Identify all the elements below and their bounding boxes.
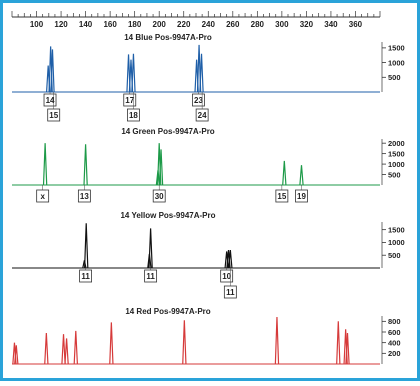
peak: [158, 149, 164, 186]
peak: [82, 260, 87, 269]
allele-label-box: [195, 108, 209, 122]
allele-label-box: [192, 93, 205, 107]
allele-label: 11: [146, 272, 155, 281]
allele-label-box: [152, 189, 166, 203]
x-tick-label: 100: [30, 20, 44, 29]
allele-label-box: [36, 189, 50, 203]
allele-label-box: [79, 269, 92, 283]
peak: [64, 338, 69, 365]
x-tick-label: 120: [54, 20, 68, 29]
allele-label: 11: [81, 272, 90, 281]
y-tick-label: 500: [388, 251, 401, 260]
allele-label: 17: [125, 96, 134, 105]
y-tick-label: 500: [388, 73, 401, 82]
peak: [147, 253, 152, 269]
y-tick-label: 200: [388, 349, 401, 358]
allele-label: 30: [155, 192, 164, 201]
y-tick-label: 1500: [388, 225, 405, 234]
allele-label: 23: [194, 96, 203, 105]
y-tick-label: 1500: [388, 44, 405, 53]
peak: [199, 53, 204, 93]
x-tick-label: 360: [349, 20, 363, 29]
x-tick-label: 180: [128, 20, 142, 29]
x-tick-label: 340: [324, 20, 338, 29]
x-axis: 100 120 140 160 180 200 220 240 260 280 300 320 340 3…: [11, 11, 381, 29]
allele-label-box: [144, 269, 158, 283]
x-tick-label: 200: [153, 20, 167, 29]
peak: [345, 333, 350, 365]
panel-title: 14 Yellow Pos-9947A-Pro: [120, 211, 215, 220]
peak: [50, 49, 55, 93]
peak: [109, 322, 114, 365]
x-tick-label: 300: [275, 20, 289, 29]
x-tick-label: 160: [103, 20, 117, 29]
x-tick-label: 220: [177, 20, 191, 29]
x-tick-label: 260: [226, 20, 240, 29]
allele-label: 10: [222, 272, 231, 281]
y-tick-label: 1500: [388, 149, 405, 158]
x-tick-label: 240: [202, 20, 216, 29]
x-tick-label: 280: [251, 20, 265, 29]
allele-label: 24: [198, 111, 207, 120]
y-tick-label: 1000: [388, 238, 405, 247]
panel: 14 Yellow Pos-9947A-Pro 500 1000 1500 11 11 10…: [12, 211, 405, 299]
allele-label-box: [77, 189, 91, 203]
allele-label: 11: [226, 288, 235, 297]
panels: 14 Blue Pos-9947A-Pro5001000150014151718…: [12, 33, 405, 365]
panel-title: 14 Red Pos-9947A-Pro: [125, 307, 210, 316]
panel-title: 14 Green Pos-9947A-Pro: [121, 127, 214, 136]
x-tick-label: 320: [300, 20, 314, 29]
peak: [336, 321, 341, 365]
allele-label: 15: [277, 192, 286, 201]
y-tick-label: 1000: [388, 160, 405, 169]
allele-label: x: [40, 192, 45, 201]
peak: [61, 334, 66, 365]
peak: [282, 160, 287, 186]
allele-label: 13: [80, 192, 89, 201]
allele-label-box: [275, 189, 289, 203]
allele-label: 15: [49, 111, 58, 120]
y-tick-label: 2000: [388, 139, 405, 148]
peak: [84, 223, 89, 269]
peak: [155, 170, 161, 186]
peak: [131, 53, 136, 93]
allele-label-box: [123, 93, 137, 107]
peak: [44, 333, 49, 365]
peak: [299, 165, 304, 186]
y-tick-label: 800: [388, 317, 401, 326]
y-tick-label: 500: [388, 170, 401, 179]
allele-label-box: [223, 285, 237, 299]
peak: [73, 330, 78, 365]
allele-label: 14: [46, 96, 55, 105]
y-tick-label: 400: [388, 338, 401, 347]
peak: [274, 317, 280, 365]
x-tick-label: 140: [79, 20, 93, 29]
panel: 14 Blue Pos-9947A-Pro 500 1000 1500 14 15 17 18…: [12, 33, 405, 122]
allele-label-box: [295, 189, 308, 203]
peak: [14, 345, 19, 365]
peak: [42, 143, 48, 186]
allele-label-box: [43, 93, 57, 107]
allele-label-box: [220, 269, 234, 283]
y-tick-label: 600: [388, 328, 401, 337]
peak: [182, 320, 187, 365]
y-tick-label: 1000: [388, 58, 405, 67]
panel-title: 14 Blue Pos-9947A-Pro: [124, 33, 212, 42]
allele-label-box: [127, 108, 140, 122]
allele-label-box: [47, 108, 61, 122]
allele-label: 19: [297, 192, 306, 201]
allele-label: 18: [129, 111, 138, 120]
peak: [228, 250, 233, 269]
peak: [83, 144, 88, 186]
